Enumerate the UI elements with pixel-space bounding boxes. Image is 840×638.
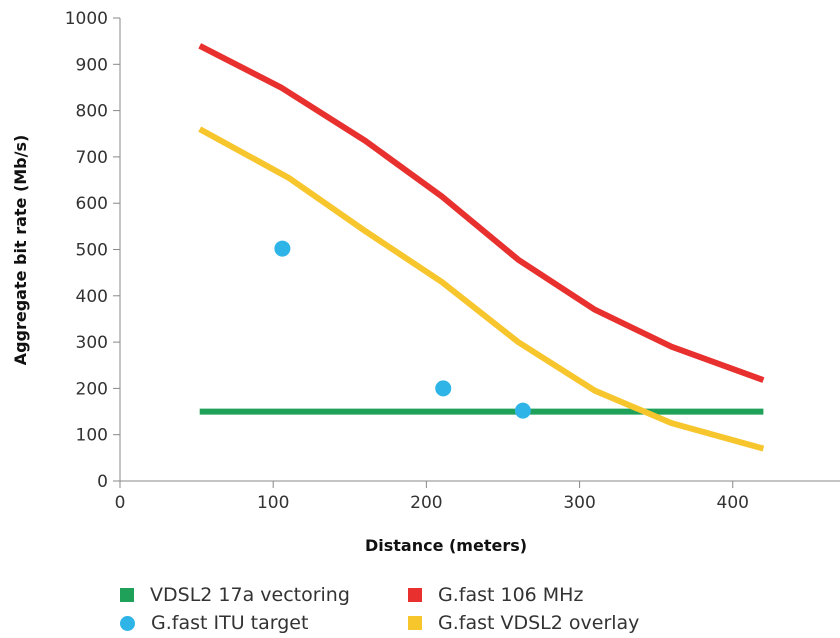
y-tick-label: 800 — [76, 102, 108, 122]
chart-ticks: 0 100 200 300 400 500 600 700 800 900 1000 0 100 200 3… — [65, 9, 749, 513]
legend-item-vdsl2-17a-vectoring: VDSL2 17a vectoring — [120, 584, 408, 606]
legend-label: VDSL2 17a vectoring — [150, 584, 350, 606]
y-tick-label: 1000 — [65, 9, 108, 29]
legend-item-g-fast-106-mhz: G.fast 106 MHz — [408, 584, 668, 606]
series-point-g-fast-itu-target — [514, 402, 531, 419]
legend-swatch — [408, 588, 422, 602]
y-tick-label: 900 — [76, 55, 108, 75]
y-tick-label: 500 — [76, 241, 108, 261]
y-tick-label: 700 — [76, 148, 108, 168]
legend-swatch — [120, 615, 135, 631]
legend-item-g-fast-itu-target: G.fast ITU target — [120, 612, 408, 634]
chart-legend: VDSL2 17a vectoring G.fast 106 MHz G.fast … — [120, 584, 680, 634]
series-line-g-fast-106-mhz — [198, 43, 765, 383]
series-point-g-fast-itu-target — [274, 240, 291, 257]
chart-series — [198, 43, 765, 452]
x-tick-label: 100 — [257, 493, 289, 513]
series-point-g-fast-itu-target — [435, 380, 452, 397]
legend-label: G.fast 106 MHz — [438, 584, 584, 606]
y-axis-title: Aggregate bit rate (Mb/s) — [11, 135, 30, 366]
x-axis-title: Distance (meters) — [365, 536, 527, 555]
y-tick-label: 200 — [76, 379, 108, 399]
x-tick-label: 400 — [717, 493, 749, 513]
legend-swatch — [120, 588, 134, 602]
x-tick-label: 300 — [563, 493, 595, 513]
y-tick-label: 600 — [76, 194, 108, 214]
y-tick-label: 0 — [97, 472, 108, 492]
y-tick-label: 400 — [76, 287, 108, 307]
legend-label: G.fast VDSL2 overlay — [438, 612, 640, 634]
series-line-g-fast-vdsl2-overlay — [198, 126, 765, 452]
chart: 0 100 200 300 400 500 600 700 800 900 1000 0 100 200 3… — [11, 9, 840, 555]
x-tick-label: 0 — [115, 493, 126, 513]
y-tick-label: 100 — [76, 426, 108, 446]
legend-swatch — [408, 616, 422, 630]
x-tick-label: 200 — [410, 493, 442, 513]
legend-label: G.fast ITU target — [151, 612, 309, 634]
y-tick-label: 300 — [76, 333, 108, 353]
legend-item-g-fast-vdsl2-overlay: G.fast VDSL2 overlay — [408, 612, 668, 634]
